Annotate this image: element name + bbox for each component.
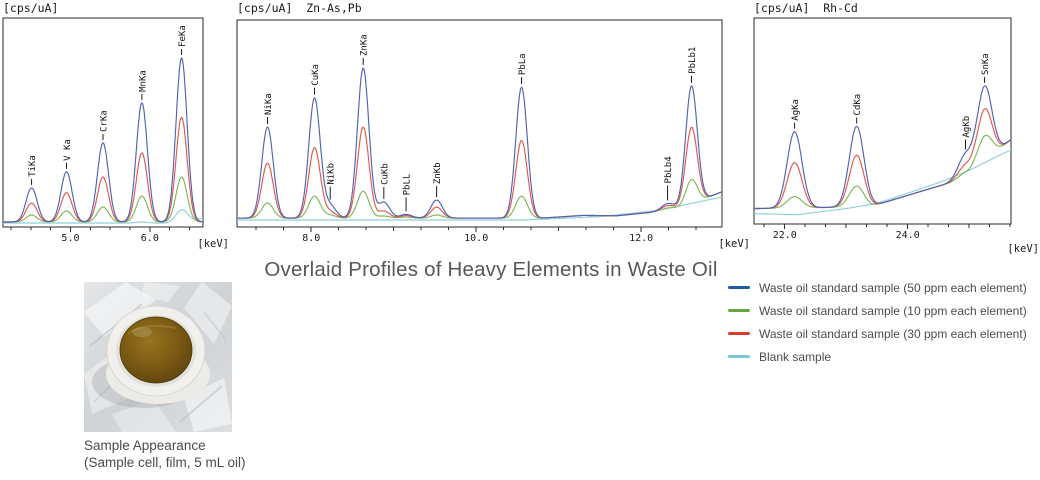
spectrum-curve-ppm10 — [753, 134, 1012, 210]
legend-item-10ppm: Waste oil standard sample (10 ppm each e… — [728, 303, 1027, 318]
peak-label: CrKa — [100, 110, 110, 132]
spectrum-curve-ppm50 — [2, 57, 204, 223]
figure-title: Overlaid Profiles of Heavy Elements in W… — [264, 258, 718, 281]
peak-label: PbLb4 — [664, 156, 674, 183]
xrf-panel-ti-fe: [cps/uA] 5.0 6.0 [keV] TiKa V Ka CrKa MnKa FeKa — [0, 0, 232, 258]
legend-swatch-50ppm-icon — [728, 285, 750, 290]
x-axis-unit-label: [keV] — [1007, 243, 1039, 255]
spectrum-curve-ppm30 — [2, 116, 204, 223]
peak-label: ZnKa — [360, 34, 370, 56]
peak-label: TiKa — [28, 155, 38, 177]
x-tick-label: 22.0 — [773, 230, 797, 241]
peak-label: CdKa — [853, 94, 863, 116]
x-tick-label: 8.0 — [302, 233, 320, 244]
x-axis-unit-label: [keV] — [718, 238, 750, 250]
peak-label: V Ka — [63, 139, 73, 161]
legend-swatch-30ppm-icon — [728, 331, 750, 336]
peak-label: PbLb1 — [688, 47, 698, 74]
legend-label: Waste oil standard sample (30 ppm each e… — [759, 326, 1027, 341]
peak-label: NiKa — [264, 93, 274, 115]
sample-cell — [92, 305, 210, 408]
caption-line-2: (Sample cell, film, 5 mL oil) — [84, 454, 246, 470]
legend-item-50ppm: Waste oil standard sample (50 ppm each e… — [728, 280, 1027, 295]
legend-item-30ppm: Waste oil standard sample (30 ppm each e… — [728, 326, 1027, 341]
oil-surface — [119, 316, 193, 384]
legend-swatch-10ppm-icon — [728, 308, 750, 313]
spectrum-curve-blank — [237, 196, 723, 221]
legend-label: Waste oil standard sample (10 ppm each e… — [759, 303, 1027, 318]
peak-label: CuKb — [380, 163, 390, 185]
legend-item-blank: Blank sample — [728, 349, 1027, 364]
legend-swatch-blank-icon — [728, 354, 750, 359]
panel-header: [cps/uA] — [3, 1, 58, 15]
spectrum-curve-blank — [2, 209, 204, 224]
x-tick-label: 24.0 — [896, 230, 920, 241]
x-axis-unit-label: [keV] — [197, 238, 229, 250]
peak-label: AgKa — [791, 99, 801, 121]
peak-label: PbLL — [403, 174, 413, 196]
peak-label: FeKa — [178, 25, 188, 47]
xrf-panel-rh-cd: [cps/uA] Rh-Cd 22.0 24.0 [keV] AgKa CdKa AgKb S… — [750, 0, 1040, 258]
caption-line-1: Sample Appearance — [84, 438, 206, 453]
x-tick-label: 10.0 — [464, 233, 488, 244]
photo-caption: Sample Appearance (Sample cell, film, 5 … — [84, 438, 246, 471]
panel-header: [cps/uA] Zn-As,Pb — [237, 1, 362, 15]
legend-label: Blank sample — [759, 349, 832, 364]
sample-photo — [84, 282, 232, 432]
x-tick-label: 12.0 — [629, 233, 653, 244]
peak-label: CuKa — [311, 64, 321, 86]
legend-label: Waste oil standard sample (50 ppm each e… — [759, 280, 1027, 295]
x-tick-label: 5.0 — [61, 233, 79, 244]
spectrum-curve-ppm30 — [753, 108, 1012, 210]
peak-label: AgKb — [962, 116, 972, 138]
spectrum-curve-ppm30 — [237, 126, 723, 219]
peak-label: NiKb — [327, 163, 337, 185]
spectrum-curve-ppm10 — [2, 176, 204, 223]
peak-label: PbLa — [518, 53, 528, 75]
peak-label: ZnKb — [433, 162, 443, 184]
panel-header: [cps/uA] Rh-Cd — [754, 1, 858, 15]
plot-border — [236, 19, 723, 228]
plot-border — [2, 17, 204, 228]
spectrum-curve-ppm50 — [237, 67, 723, 219]
xrf-panel-zn-as-pb: [cps/uA] Zn-As,Pb 8.0 10.0 12.0 [keV] NiKa CuK… — [232, 0, 752, 258]
spectrum-curve-ppm50 — [753, 85, 1012, 210]
x-tick-label: 6.0 — [141, 233, 159, 244]
plot-border — [753, 17, 1012, 225]
peak-label: SnKa — [981, 53, 991, 75]
legend: Waste oil standard sample (50 ppm each e… — [728, 280, 1027, 372]
spectrum-curve-blank — [753, 149, 1012, 216]
peak-label: MnKa — [138, 70, 148, 92]
